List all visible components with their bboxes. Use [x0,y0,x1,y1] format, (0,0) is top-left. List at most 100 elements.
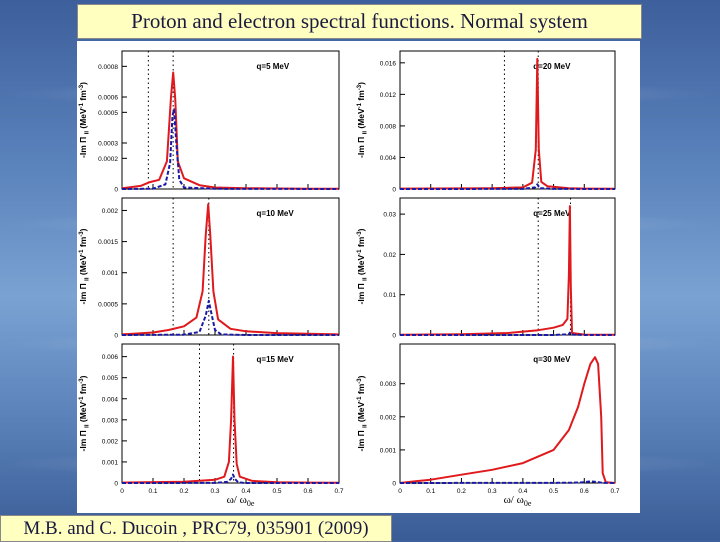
y-axis-label-part: ) [78,375,88,378]
y-tick-label: 0.0002 [98,156,118,163]
y-axis-label-part: fm [78,236,88,249]
x-tick-label: 0.6 [303,488,312,495]
y-axis-label-part: ii [85,277,91,281]
y-axis-label-part: ) [356,375,366,378]
x-axis-label-sub: 0e [524,499,532,508]
y-tick-label: 0.002 [102,208,119,215]
y-tick-label: 0.016 [380,60,397,67]
y-axis-label-part: ) [78,82,88,85]
x-tick-label: 0 [398,488,402,495]
y-axis-label-part: -Im Π [356,281,366,305]
x-tick-label: 0.5 [272,488,281,495]
x-tick-label: 0.4 [518,488,527,495]
y-axis-label-part: (MeV [78,254,88,277]
y-axis-label-part: (MeV [356,108,366,131]
y-axis-label-part: -Im Π [78,428,88,452]
y-axis-label-part: -3 [79,84,85,90]
x-tick-label: 0.2 [457,488,466,495]
y-tick-label: 0.006 [102,354,119,361]
x-axis-label-sub: 0e [247,499,255,508]
y-tick-label: 0.004 [380,155,397,162]
y-tick-label: 0.0003 [98,141,118,148]
y-axis-label-part: fm [78,383,88,396]
y-axis-label-part: ii [85,131,91,135]
x-tick-label: 0.5 [549,488,558,495]
panel-3: 0 0.0005 0.001 0.0015 0.002 q=10 MeV -Im Π ii … [78,197,340,340]
electron-curve [400,331,615,336]
figure-svg: 0 0.0002 0.0003 0.0005 0.0006 0.0008 q=5 MeV -I… [78,50,620,508]
y-tick-label: 0.03 [383,212,396,219]
y-axis-label-part: ii [363,277,369,281]
panel-label: q=20 MeV [533,62,571,71]
y-axis-label-part: fm [356,90,366,103]
electron-curve [399,480,616,484]
x-tick-label: 0.1 [426,488,435,495]
y-axis-label-part: ii [363,424,369,428]
x-axis-label: ω/ ω0e [227,494,255,508]
y-axis-label: -Im Π ii (MeV-1 fm-3) [356,82,369,158]
plot-frame [399,197,616,336]
y-tick-label: 0.01 [383,292,396,299]
y-tick-label: 0.001 [102,459,119,466]
y-tick-label: 0.008 [380,123,397,130]
y-axis-label-part: (MeV [356,401,366,424]
y-tick-label: 0.0005 [98,301,118,308]
y-axis-label-part: -3 [79,231,85,237]
y-axis-label-part: ) [78,228,88,231]
y-axis-label-part: (MeV [78,108,88,131]
y-axis-label-part: -3 [357,231,363,237]
panel-2: 0 0.004 0.008 0.012 0.016 q=20 MeV -Im Π ii (M… [356,50,616,194]
y-axis-label: -Im Π ii (MeV-1 fm-3) [356,375,369,451]
y-tick-label: 0.005 [102,375,119,382]
panel-label: q=10 MeV [257,209,295,218]
electron-curve [121,108,340,190]
y-tick-label: 0.001 [102,270,119,277]
x-tick-label: 0 [120,488,124,495]
y-tick-label: 0 [114,333,118,340]
x-tick-label: 0.7 [610,488,619,495]
y-tick-label: 0.0015 [98,239,118,246]
proton-curve [121,355,340,484]
proton-curve [121,203,340,336]
y-axis-label: -Im Π ii (MeV-1 fm-3) [78,82,91,158]
y-axis-label-part: ) [356,228,366,231]
y-tick-label: 0.002 [380,414,397,421]
y-axis-label: -Im Π ii (MeV-1 fm-3) [78,375,91,451]
y-tick-label: 0.002 [102,438,119,445]
electron-curve [121,299,339,336]
y-axis-label-part: -1 [357,396,363,402]
y-tick-label: 0.0008 [98,64,118,71]
y-axis-label-part: (MeV [78,401,88,424]
proton-curve [399,205,616,336]
plot-frame [399,50,616,190]
panel-1: 0 0.0002 0.0003 0.0005 0.0006 0.0008 q=5 MeV -I… [78,50,340,194]
plot-frame [399,343,616,484]
y-tick-label: 0 [392,481,396,488]
x-tick-label: 0.3 [488,488,497,495]
x-tick-label: 0.3 [210,488,219,495]
x-tick-label: 0.6 [580,488,589,495]
x-tick-label: 0.4 [241,488,250,495]
y-axis-label-part: (MeV [356,254,366,277]
y-tick-label: 0.0005 [98,110,118,117]
panel-6: 0 0.001 0.002 0.003 0 0.1 0.2 0.3 0.4 0.5 0.6 0.7 q=… [356,343,620,495]
y-tick-label: 0 [114,187,118,194]
y-tick-label: 0.001 [380,447,397,454]
y-tick-label: 0.02 [383,252,396,259]
x-tick-label: 0.1 [148,488,157,495]
panel-4: 0 0.01 0.02 0.03 q=25 MeV -Im Π ii (MeV-1 fm-… [356,197,616,340]
y-axis-label-part: -1 [357,102,363,108]
slide-title: Proton and electron spectral functions. … [77,4,642,39]
proton-curve [399,356,616,484]
y-tick-label: 0.003 [102,417,119,424]
y-tick-label: 0.003 [380,381,397,388]
x-tick-label: 0.7 [334,488,343,495]
y-axis-label-part: -3 [357,84,363,90]
spectral-figure: 0 0.0002 0.0003 0.0005 0.0006 0.0008 q=5 MeV -I… [77,41,640,513]
y-tick-label: 0 [392,333,396,340]
panel-label: q=25 MeV [533,209,571,218]
electron-curve [399,183,616,190]
y-axis-label-part: -Im Π [356,134,366,158]
y-axis-label-part: fm [78,90,88,103]
panel-5: 0 0.001 0.002 0.003 0.004 0.005 0.006 0 0.1 0.2 0.… [78,343,344,495]
